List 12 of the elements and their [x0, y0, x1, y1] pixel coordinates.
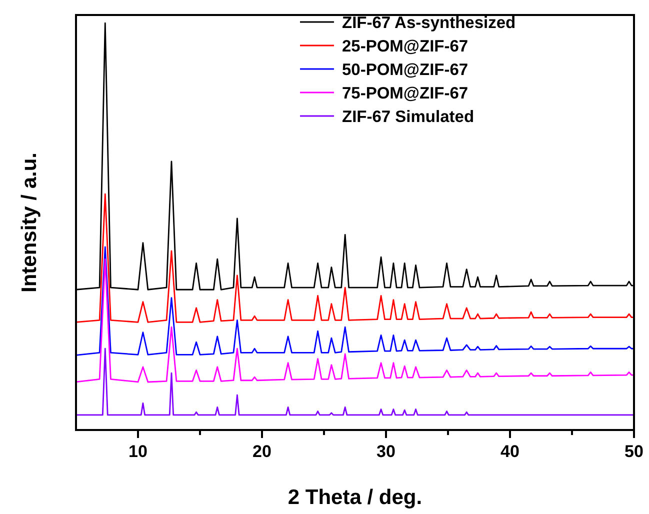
y-axis-title: Intensity / a.u. [18, 152, 41, 293]
legend-label: ZIF-67 As-synthesized [342, 14, 516, 32]
legend-label: 25-POM@ZIF-67 [342, 37, 468, 56]
x-tick-label: 10 [128, 442, 148, 461]
legend-label: ZIF-67 Simulated [342, 108, 474, 126]
x-tick-label: 50 [624, 442, 644, 461]
legend-label: 75-POM@ZIF-67 [342, 84, 468, 102]
x-tick-label: 20 [252, 442, 272, 461]
x-tick-label: 30 [376, 442, 396, 461]
x-tick-label: 40 [500, 442, 520, 461]
x-axis-title: 2 Theta / deg. [288, 486, 422, 509]
legend-label: 50-POM@ZIF-67 [342, 60, 468, 79]
